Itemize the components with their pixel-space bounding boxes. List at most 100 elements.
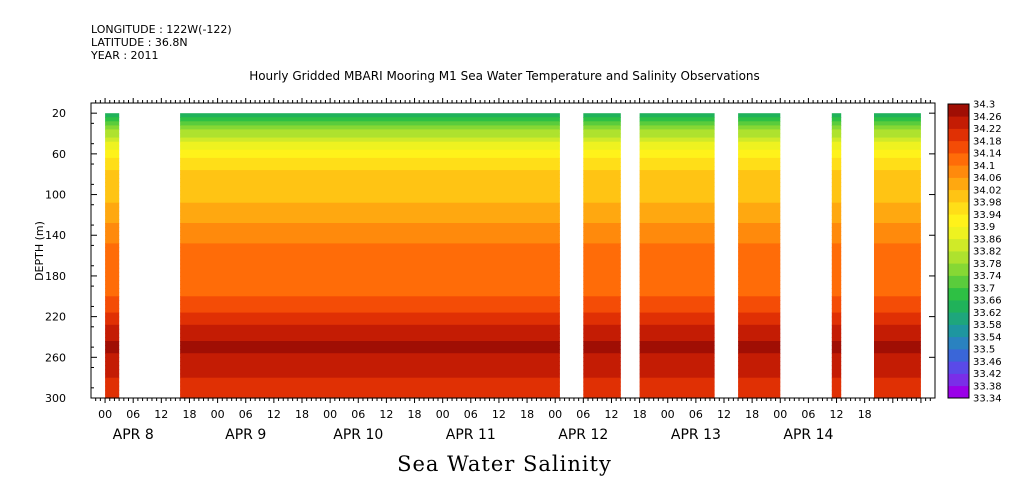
salinity-band [738,162,781,167]
colorbar-frame [947,103,970,399]
salinity-band [180,117,560,122]
salinity-band [639,320,715,326]
salinity-band [583,389,621,395]
salinity-band [874,149,921,155]
colorbar-swatch [948,349,969,362]
salinity-band [583,223,621,228]
salinity-band [874,389,921,395]
colorbar-label: 33.86 [973,234,1002,245]
salinity-band [583,275,621,281]
salinity-band [583,214,621,220]
salinity-band [639,223,715,228]
salinity-band [874,137,921,143]
salinity-band [583,243,621,249]
salinity-band [105,206,120,212]
salinity-band [831,129,842,135]
salinity-band [639,361,715,367]
salinity-band [831,182,842,187]
salinity-band [583,381,621,387]
salinity-band [639,182,715,187]
salinity-band [831,153,842,159]
salinity-band [180,145,560,151]
salinity-band [831,113,842,118]
x-hour-tick-label: 18 [858,408,872,421]
salinity-band [180,170,560,175]
salinity-band [583,377,621,383]
salinity-band [639,304,715,310]
salinity-band [831,133,842,139]
colorbar-swatch [948,128,969,142]
salinity-band [180,235,560,240]
salinity-band [180,280,560,285]
salinity-band [639,324,715,330]
salinity-band [639,235,715,240]
salinity-band [738,219,781,224]
salinity-band [583,267,621,273]
salinity-band [874,312,921,318]
salinity-band [738,198,781,204]
salinity-band [738,332,781,338]
x-hour-tick-label: 12 [717,408,731,421]
salinity-band [105,133,120,139]
salinity-band [105,174,120,179]
salinity-band [738,239,781,244]
salinity-band [874,308,921,314]
salinity-band [583,121,621,126]
salinity-band [831,206,842,212]
colorbar-label: 33.46 [973,357,1002,368]
salinity-band [639,345,715,350]
x-hour-tick-label: 06 [239,408,253,421]
salinity-band [583,190,621,196]
colorbar-label: 33.98 [973,198,1002,209]
salinity-band [639,129,715,135]
salinity-band [639,210,715,216]
salinity-band [583,284,621,289]
colorbar-swatch [948,214,969,227]
salinity-band [105,304,120,310]
salinity-band [831,377,842,383]
salinity-band [105,239,120,244]
colorbar-swatch [948,165,969,178]
salinity-band [105,389,120,395]
salinity-band [874,284,921,289]
salinity-band [583,157,621,163]
salinity-band [831,121,842,126]
salinity-band [874,316,921,322]
salinity-band [874,186,921,192]
salinity-band [180,259,560,265]
y-tick-label: 20 [52,107,66,120]
salinity-band [874,381,921,387]
salinity-band [583,393,621,399]
x-hour-tick-label: 18 [745,408,759,421]
salinity-band [105,182,120,187]
salinity-band [738,373,781,379]
salinity-band [583,296,621,301]
salinity-band [831,198,842,204]
x-hour-tick-label: 00 [548,408,562,421]
colorbar-swatch [948,226,969,240]
salinity-band [738,353,781,358]
salinity-band [874,275,921,281]
x-hour-tick-label: 06 [126,408,140,421]
salinity-band [831,125,842,131]
salinity-band [583,170,621,175]
salinity-band [583,182,621,187]
salinity-band [583,341,621,346]
salinity-band [180,373,560,379]
salinity-band [639,332,715,338]
salinity-band [583,227,621,232]
salinity-band [583,373,621,379]
salinity-band [180,157,560,163]
salinity-band [180,320,560,326]
salinity-band [105,157,120,163]
salinity-band [738,247,781,253]
x-day-label: APR 9 [225,427,266,443]
salinity-band [105,271,120,277]
salinity-band [583,292,621,297]
salinity-band [639,381,715,387]
salinity-band [180,133,560,139]
salinity-band [105,259,120,265]
salinity-band [639,328,715,334]
salinity-band [738,365,781,371]
